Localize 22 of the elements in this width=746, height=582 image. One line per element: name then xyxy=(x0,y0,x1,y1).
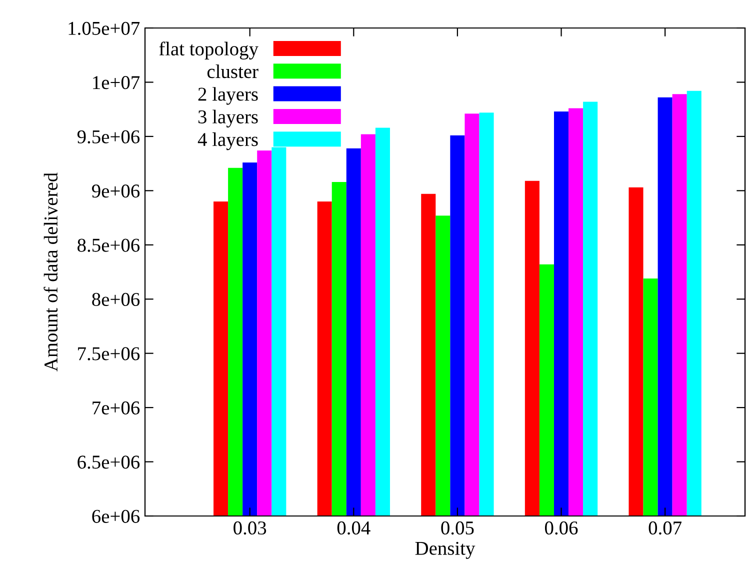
x-tick-label: 0.05 xyxy=(441,521,474,535)
legend-label: cluster xyxy=(207,64,258,78)
y-tick-label: 9.5e+06 xyxy=(77,130,140,144)
x-axis-title: Density xyxy=(415,542,476,559)
y-axis-title: Amount of data delivered xyxy=(44,172,58,372)
x-tick-label: 0.03 xyxy=(234,521,266,535)
y-tick-label: 7e+06 xyxy=(92,401,140,414)
y-tick-label: 9e+06 xyxy=(92,184,140,198)
legend-label: 2 layers xyxy=(198,87,258,105)
x-tick-label: 0.06 xyxy=(544,521,578,535)
legend-label: 4 layers xyxy=(198,132,258,150)
y-tick-label: 7.5e+06 xyxy=(78,347,140,360)
y-tick-label: 6.5e+06 xyxy=(78,456,140,469)
legend-label: flat topology xyxy=(159,42,258,60)
x-tick-label: 0.04 xyxy=(337,521,370,535)
y-tick-label: 1e+07 xyxy=(93,76,140,90)
x-tick-label: 0.07 xyxy=(648,521,682,535)
y-tick-label: 8e+06 xyxy=(92,292,140,306)
legend-label: 3 layers xyxy=(198,110,258,128)
y-tick-label: 6e+06 xyxy=(92,510,140,523)
y-tick-label: 8.5e+06 xyxy=(78,238,140,252)
y-tick-label: 1.05e+07 xyxy=(68,22,140,36)
